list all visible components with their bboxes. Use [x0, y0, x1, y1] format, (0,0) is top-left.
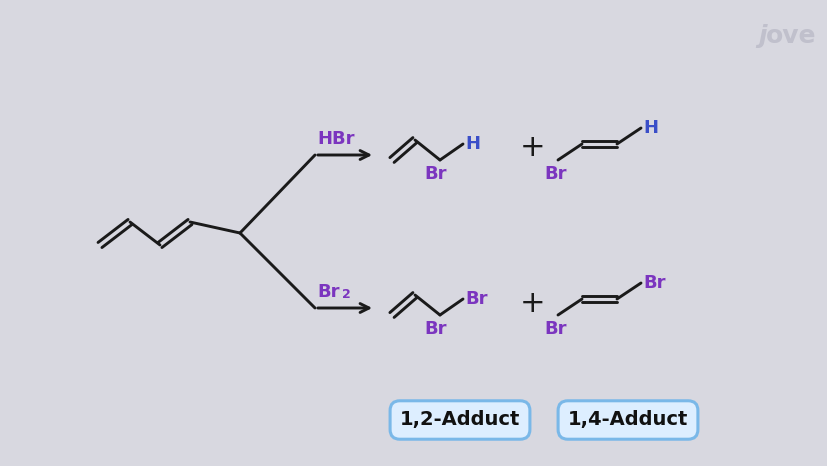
Text: j: j [757, 24, 766, 48]
Text: Br: Br [643, 274, 665, 292]
Text: HBr: HBr [317, 130, 354, 148]
Text: 2: 2 [342, 288, 351, 302]
Text: Br: Br [424, 165, 447, 183]
Text: +: + [519, 288, 545, 317]
Text: H: H [465, 135, 480, 153]
Text: Br: Br [317, 283, 339, 301]
Text: +: + [519, 133, 545, 163]
Text: Br: Br [465, 290, 487, 308]
Text: Br: Br [544, 320, 566, 338]
Text: Br: Br [544, 165, 566, 183]
Text: H: H [643, 119, 657, 137]
Text: 1,2-Adduct: 1,2-Adduct [399, 411, 519, 430]
Text: ove: ove [765, 24, 815, 48]
Text: Br: Br [424, 320, 447, 338]
Text: 1,4-Adduct: 1,4-Adduct [567, 411, 687, 430]
